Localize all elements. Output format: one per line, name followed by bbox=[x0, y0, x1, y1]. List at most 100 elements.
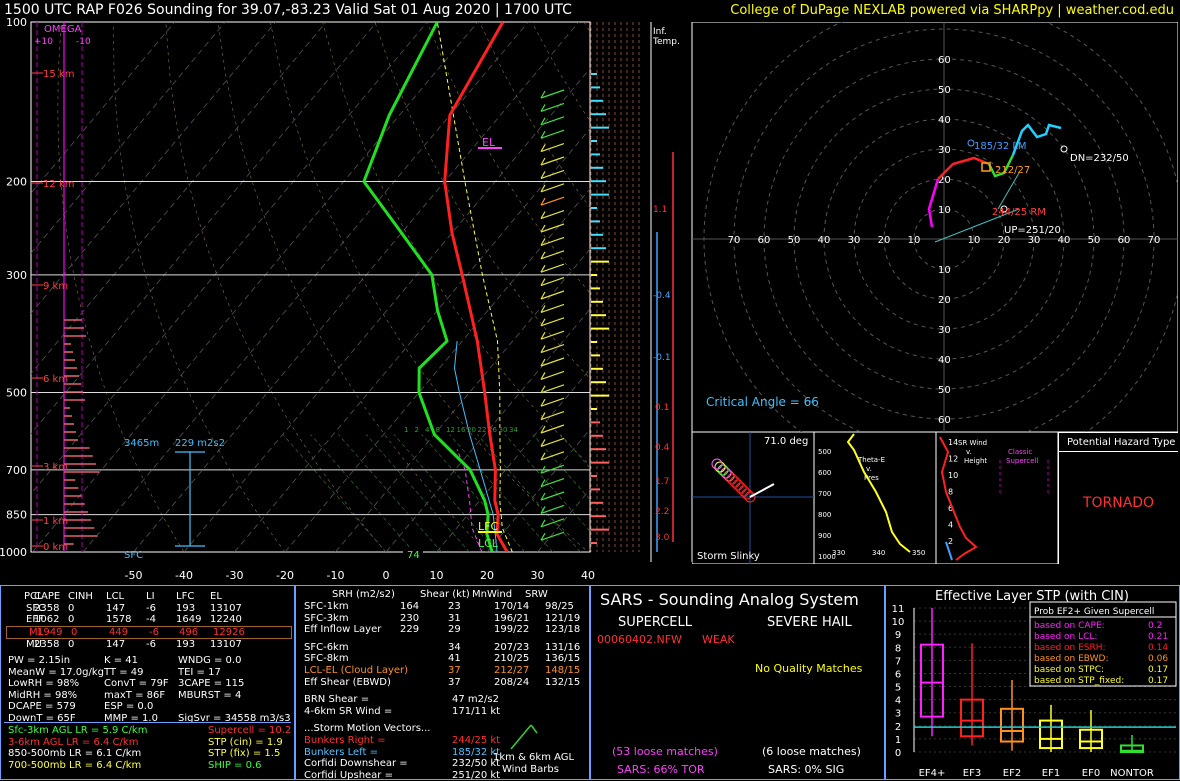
thetae-x-label: 330 bbox=[832, 549, 845, 557]
omega-plus-label: +10 bbox=[34, 37, 53, 47]
index-value bbox=[178, 701, 291, 713]
parcel-row: ML 1949 0 449 -6 496 12926 bbox=[6, 625, 292, 640]
hodo-up-label: UP=251/20 bbox=[1004, 225, 1061, 236]
isotherm-line bbox=[32, 22, 479, 552]
parcel-cell: 1578 bbox=[106, 614, 132, 626]
kin-cell: Eff Inflow Layer bbox=[304, 624, 382, 636]
brn-value: 47 m2/s2 bbox=[452, 694, 499, 706]
parcel-col-header: CAPE bbox=[34, 591, 61, 602]
srwind-y-label: 2 bbox=[948, 537, 953, 546]
inftemp-value: 0.1 bbox=[655, 403, 669, 413]
kin-col-header: SRH (m2/s2) bbox=[332, 589, 395, 600]
parcel-cell: 12926 bbox=[213, 626, 245, 638]
storm-motion-title: ...Storm Motion Vectors... bbox=[304, 723, 431, 735]
temp-tick-label: 30 bbox=[531, 569, 545, 582]
indices-col-3: WNDG = 0.0 TEI = 17 3CAPE = 115 MBURST = 4 S… bbox=[178, 655, 291, 725]
parcel-cell: 2358 bbox=[34, 602, 60, 614]
kin-cell: SFC-8km bbox=[304, 653, 349, 665]
sfc-label: SFC bbox=[124, 550, 143, 561]
hodo-x-label: 40 bbox=[818, 235, 831, 246]
stp-y-label: 6 bbox=[895, 669, 901, 680]
hodo-y-label: 40 bbox=[938, 115, 951, 126]
kin-cell: 136/15 bbox=[545, 653, 581, 665]
slinky-circle bbox=[729, 476, 741, 488]
srw-value: 171/11 kt bbox=[452, 705, 501, 717]
temperature-trace bbox=[443, 22, 509, 552]
credit-text: College of DuPage NEXLAB powered via SHA… bbox=[730, 3, 1174, 18]
thetae-p-label: 900 bbox=[818, 532, 831, 540]
isotherm-line bbox=[183, 68, 590, 552]
wind-barb bbox=[540, 183, 565, 193]
parcel-col-header: LCL bbox=[106, 591, 125, 602]
hodo-trace-magenta bbox=[927, 178, 940, 228]
prob-value: 0.06 bbox=[1148, 654, 1168, 664]
mixing-ratio-label: 34 bbox=[509, 426, 518, 434]
hodo-y-label: 10 bbox=[938, 265, 951, 276]
wind-barb bbox=[540, 504, 565, 514]
wind-barb bbox=[540, 143, 565, 153]
kin-row: SFC-3km 230 31 196/21 121/19 bbox=[300, 613, 588, 625]
isotherm-line bbox=[385, 308, 590, 552]
storm-motion-row: Bunkers Right = 244/25 kt bbox=[300, 735, 588, 747]
srwind-y-label: 6 bbox=[948, 504, 953, 513]
storm-motion-row: Corfidi Upshear = 251/20 kt bbox=[300, 770, 588, 781]
slinky-circle bbox=[717, 464, 729, 476]
lapse-rate: Sfc-3km AGL LR = 5.9 C/km bbox=[8, 725, 148, 736]
wind-barb-flag bbox=[540, 506, 546, 514]
parcel-cell: -6 bbox=[146, 639, 156, 651]
parcel-col-header: LI bbox=[146, 591, 155, 602]
kin-col-header: MnWind bbox=[472, 589, 513, 600]
stp-y-label: 7 bbox=[895, 656, 901, 667]
prob-value: 0.2 bbox=[1148, 621, 1162, 631]
wind-barb-flag bbox=[540, 345, 546, 353]
kin-cell: Eff Shear (EBWD) bbox=[304, 676, 391, 688]
kin-cell: 208/24 bbox=[494, 676, 530, 688]
height-label: 1 km bbox=[43, 516, 68, 527]
parcel-cell: MU bbox=[26, 639, 42, 651]
slinky-circle bbox=[744, 491, 756, 503]
lapse-rate: 3-6km AGL LR = 6.4 C/km bbox=[8, 736, 139, 748]
index-value: DCAPE = 579 bbox=[8, 701, 76, 713]
hodo-inflow-line bbox=[934, 208, 1020, 243]
storm-motion-label: Bunkers Right = bbox=[304, 734, 386, 746]
hodo-x-label: 30 bbox=[1028, 235, 1041, 246]
isotherm-line bbox=[82, 22, 529, 552]
hodo-y-label: 20 bbox=[938, 175, 951, 186]
parcel-cell: -6 bbox=[146, 602, 156, 614]
mixing-ratio-label: 22 bbox=[478, 426, 487, 434]
temp-tick-label: 0 bbox=[383, 569, 390, 582]
dry-adiabat bbox=[270, 22, 589, 552]
slinky-tilt bbox=[749, 483, 775, 498]
kin-cell: 199/22 bbox=[494, 624, 530, 636]
sars-supercell-title: SUPERCELL bbox=[618, 615, 692, 630]
hodo-y-label: 10 bbox=[938, 205, 951, 216]
index-value: PW = 2.15in bbox=[8, 655, 71, 666]
srwind-trace bbox=[939, 436, 978, 561]
kin-cell: 229 bbox=[400, 624, 420, 636]
hodo-x-label: 60 bbox=[758, 235, 771, 246]
hodo-dn-label: DN=232/50 bbox=[1070, 153, 1129, 164]
height-label: 6 km bbox=[43, 374, 68, 385]
wind-barb-flag bbox=[540, 425, 546, 434]
hodo-y-label: 30 bbox=[938, 325, 951, 336]
hodo-x-label: 50 bbox=[788, 235, 801, 246]
prob-label: based on CAPE: bbox=[1034, 621, 1105, 631]
parcel-table: PCL CAPE CINH LCL LI LFC EL SFC 2358 0 147 -6 193 131… bbox=[4, 589, 292, 650]
hodo-y-label: 50 bbox=[938, 85, 951, 96]
height-label: 15 km bbox=[43, 69, 74, 80]
kin-cell: 34 bbox=[448, 641, 461, 653]
thetae-title-3: Pres bbox=[864, 474, 879, 482]
wind-barb bbox=[540, 464, 565, 474]
stp-box bbox=[960, 698, 984, 738]
wind-barb-flag bbox=[540, 305, 546, 313]
storm-motion-label: Corfidi Upshear = bbox=[304, 769, 393, 781]
wind-barb bbox=[540, 370, 565, 380]
wind-barb bbox=[540, 518, 565, 528]
kin-cell: 121/19 bbox=[545, 612, 581, 624]
dry-adiabat bbox=[217, 22, 488, 552]
parcel-cell: 193 bbox=[176, 639, 196, 651]
wind-barb bbox=[540, 196, 565, 206]
parcel-row: SFC 2358 0 147 -6 193 13107 bbox=[4, 603, 292, 615]
